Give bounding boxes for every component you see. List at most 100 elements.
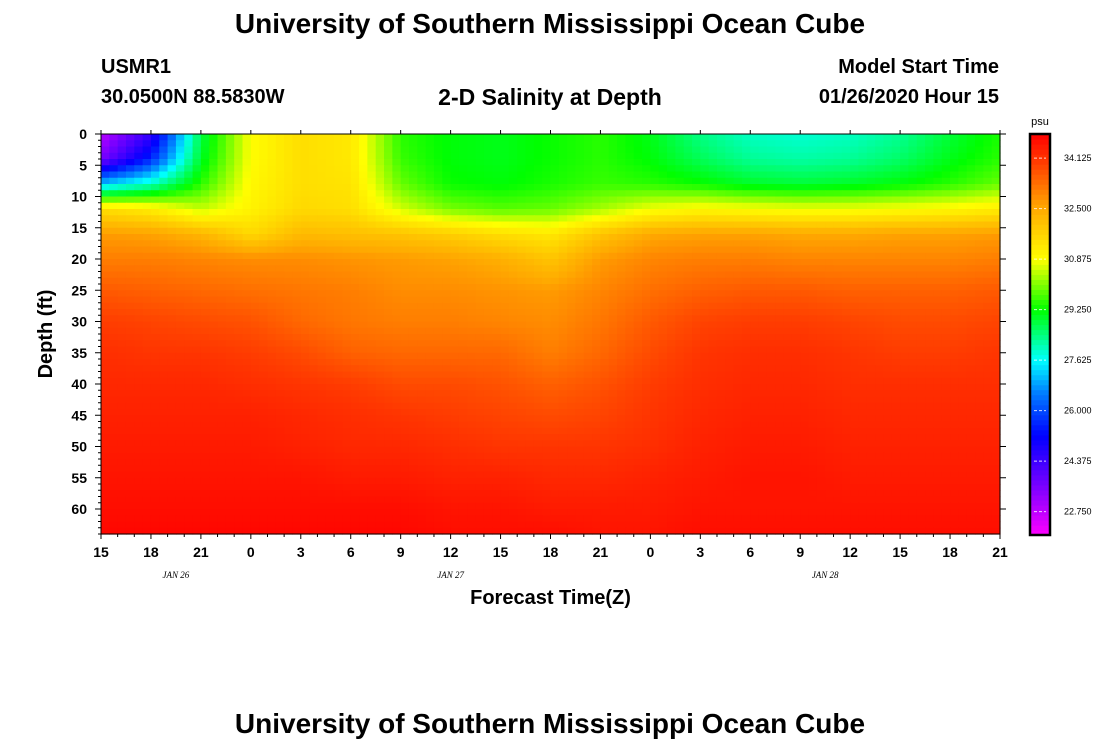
heatmap-cell xyxy=(309,171,319,179)
heatmap-cell xyxy=(275,171,285,179)
heatmap-cell xyxy=(450,377,460,385)
heatmap-cell xyxy=(600,284,610,291)
heatmap-cell xyxy=(683,221,693,229)
heatmap-cell xyxy=(750,265,760,273)
heatmap-cell xyxy=(683,259,693,266)
heatmap-cell xyxy=(309,327,319,335)
heatmap-cell xyxy=(741,140,751,148)
heatmap-cell xyxy=(317,140,327,148)
heatmap-cell xyxy=(450,315,460,323)
heatmap-cell xyxy=(583,177,593,185)
heatmap-cell xyxy=(808,396,818,404)
heatmap-cell xyxy=(550,240,560,248)
heatmap-cell xyxy=(692,334,701,341)
heatmap-cell xyxy=(675,284,685,291)
heatmap-cell xyxy=(317,346,327,354)
heatmap-cell xyxy=(334,165,343,173)
heatmap-cell xyxy=(425,284,435,291)
heatmap-cell xyxy=(500,402,510,410)
heatmap-cell xyxy=(101,234,110,241)
heatmap-cell xyxy=(975,196,984,204)
heatmap-cell xyxy=(458,309,468,316)
heatmap-cell xyxy=(716,321,726,329)
heatmap-cell xyxy=(625,184,635,191)
heatmap-cell xyxy=(833,340,843,348)
heatmap-cell xyxy=(101,421,110,429)
heatmap-cell xyxy=(592,402,602,410)
heatmap-cell xyxy=(517,221,527,229)
heatmap-cell xyxy=(150,165,160,173)
heatmap-cell xyxy=(384,271,393,279)
heatmap-cell xyxy=(217,377,227,385)
heatmap-cell xyxy=(558,259,568,266)
heatmap-cell xyxy=(575,190,585,198)
heatmap-cell xyxy=(342,371,352,379)
heatmap-cell xyxy=(317,202,327,210)
heatmap-cell xyxy=(850,159,860,166)
heatmap-cell xyxy=(783,165,793,173)
heatmap-cell xyxy=(791,290,801,298)
heatmap-cell xyxy=(425,290,435,298)
heatmap-cell xyxy=(617,384,627,391)
heatmap-cell xyxy=(933,415,943,423)
heatmap-cell xyxy=(217,359,227,366)
heatmap-cell xyxy=(733,190,743,198)
heatmap-cell xyxy=(300,234,310,241)
heatmap-cell xyxy=(941,359,951,366)
heatmap-cell xyxy=(808,227,818,235)
heatmap-cell xyxy=(675,221,685,229)
heatmap-cell xyxy=(159,284,169,291)
heatmap-cell xyxy=(667,327,676,335)
heatmap-cell xyxy=(875,390,885,398)
heatmap-cell xyxy=(758,215,768,223)
heatmap-cell xyxy=(775,290,785,298)
heatmap-cell xyxy=(517,284,527,291)
heatmap-cell xyxy=(309,321,319,329)
heatmap-cell xyxy=(125,309,135,316)
heatmap-cell xyxy=(808,265,818,273)
heatmap-cell xyxy=(966,159,976,166)
heatmap-cell xyxy=(334,277,343,285)
heatmap-cell xyxy=(533,365,543,373)
heatmap-cell xyxy=(242,346,252,354)
heatmap-cell xyxy=(692,259,701,266)
heatmap-cell xyxy=(883,290,893,298)
heatmap-cell xyxy=(550,384,560,391)
heatmap-cell xyxy=(808,177,818,185)
heatmap-cell xyxy=(134,140,144,148)
heatmap-cell xyxy=(375,271,385,279)
heatmap-cell xyxy=(625,296,635,304)
heatmap-cell xyxy=(450,215,460,223)
heatmap-cell xyxy=(983,384,993,391)
heatmap-cell xyxy=(417,352,427,360)
heatmap-cell xyxy=(991,196,1001,204)
heatmap-cell xyxy=(625,327,635,335)
heatmap-cell xyxy=(101,415,110,423)
heatmap-cell xyxy=(500,315,510,323)
heatmap-cell xyxy=(425,390,435,398)
heatmap-cell xyxy=(417,346,427,354)
heatmap-cell xyxy=(217,346,227,354)
heatmap-cell xyxy=(217,402,227,410)
heatmap-cell xyxy=(334,284,343,291)
heatmap-cell xyxy=(608,409,618,416)
heatmap-cell xyxy=(708,340,718,348)
heatmap-cell xyxy=(775,221,785,229)
heatmap-cell xyxy=(900,171,910,179)
heatmap-cell xyxy=(958,246,968,254)
heatmap-cell xyxy=(558,202,568,210)
heatmap-cell xyxy=(558,365,568,373)
heatmap-cell xyxy=(475,365,485,373)
heatmap-cell xyxy=(916,346,926,354)
heatmap-cell xyxy=(741,196,751,204)
heatmap-cell xyxy=(125,215,135,223)
heatmap-cell xyxy=(650,321,660,329)
heatmap-cell xyxy=(850,221,860,229)
heatmap-cell xyxy=(225,309,235,316)
heatmap-cell xyxy=(575,252,585,260)
heatmap-cell xyxy=(184,296,194,304)
heatmap-cell xyxy=(192,409,202,416)
heatmap-cell xyxy=(250,252,260,260)
heatmap-cell xyxy=(891,259,901,266)
heatmap-cell xyxy=(375,296,385,304)
